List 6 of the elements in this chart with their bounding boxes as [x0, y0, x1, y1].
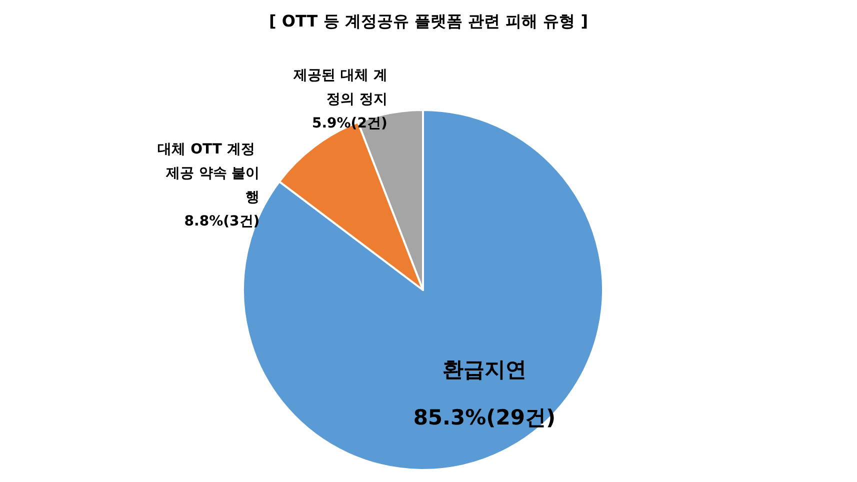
- chart-title: [ OTT 등 계정공유 플랫폼 관련 피해 유형 ]: [269, 12, 588, 30]
- slice-label: 환급지연: [442, 357, 526, 382]
- data-label: 8.8%(3건): [184, 213, 260, 230]
- slice-label: 대체 OTT 계정 제공 약속 불이행: [158, 141, 260, 206]
- slice-label: 제공된 대체 계정의 정지: [292, 67, 388, 108]
- data-label: 5.9%(2건): [312, 115, 388, 132]
